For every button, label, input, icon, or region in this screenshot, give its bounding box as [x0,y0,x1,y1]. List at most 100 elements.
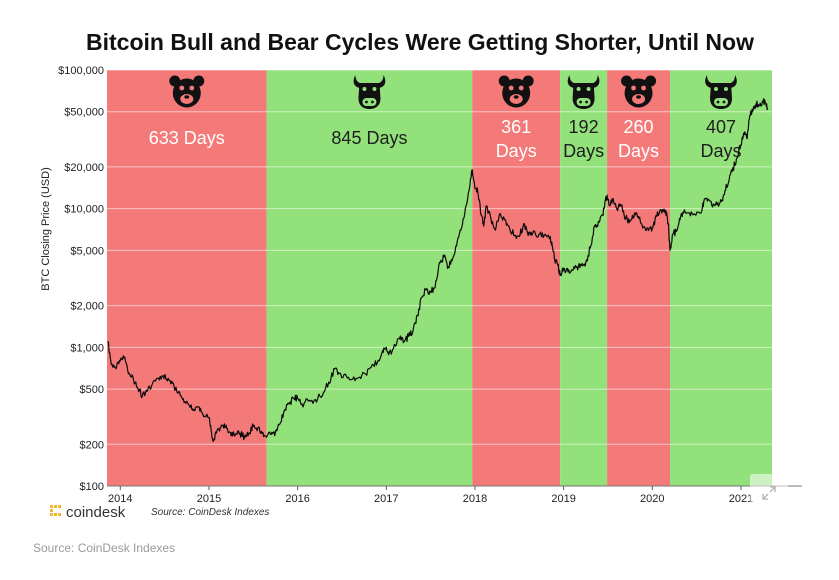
bull-nostril [371,100,374,104]
price-point [499,213,501,215]
bull-period-band [670,70,772,486]
price-point [736,158,738,160]
price-point [328,381,330,383]
price-point [606,194,608,196]
price-point [672,234,674,236]
bear-eye [631,85,636,91]
bull-nostril [579,100,582,104]
price-point [465,205,467,207]
price-point [235,434,237,436]
price-point [538,234,540,236]
price-point [257,427,259,429]
chart-title: Bitcoin Bull and Bear Cycles Were Gettin… [86,29,754,55]
price-line [107,98,769,442]
price-point [430,291,432,293]
price-point [171,380,173,382]
price-point [527,235,529,237]
price-point [261,432,263,434]
period-duration-label: 192 [569,117,599,137]
price-point [141,394,143,396]
price-point [283,410,285,412]
price-point [580,264,582,266]
price-point [447,266,449,268]
price-point [352,378,354,380]
price-point [764,100,766,102]
coindesk-logo-icon [50,505,61,516]
price-point [248,432,250,434]
price-point [667,223,669,225]
price-point [724,190,726,192]
price-point [407,335,409,337]
price-point [743,132,745,134]
price-point [471,169,473,171]
price-point [731,171,733,173]
price-point [212,440,214,442]
price-point [598,221,600,223]
bear-period-band [472,70,561,486]
x-tick-label: 2020 [640,493,664,505]
period-duration-label: 260 [624,117,654,137]
price-point [477,190,479,192]
price-point [392,348,394,350]
price-point [197,406,199,408]
bull-nostril [716,100,720,104]
price-point [202,413,204,415]
price-point [616,208,618,210]
price-point [412,331,414,333]
bear-muzzle [632,94,646,104]
price-point [629,220,631,222]
price-point [128,372,130,374]
x-tick-label: 2018 [463,493,487,505]
price-point [452,257,454,259]
period-duration-label: 361 [501,117,531,137]
chart-card: Bitcoin Bull and Bear Cycles Were Gettin… [34,22,806,528]
period-duration-label: Days [618,141,659,161]
price-point [638,217,640,219]
price-point [490,217,492,219]
price-point [124,356,126,358]
price-point [554,258,556,260]
expand-button[interactable] [750,474,788,512]
bear-period-band [607,70,671,486]
price-point [762,101,764,103]
price-point [119,360,121,362]
price-point [382,349,384,351]
period-duration-label: 845 Days [331,128,407,148]
price-point [215,432,217,434]
price-point [611,198,613,200]
price-point [222,425,224,427]
price-point [385,346,387,348]
price-point [642,226,644,228]
bear-eye [518,85,524,91]
price-point [707,198,709,200]
price-point [292,397,294,399]
price-point [508,225,510,227]
price-point [480,214,482,216]
price-point [758,105,760,107]
price-point [421,296,423,298]
price-point [585,261,587,263]
bull-icon [353,75,386,109]
price-point [518,235,520,237]
chart-svg: Bitcoin Bull and Bear Cycles Were Gettin… [40,29,802,521]
bull-muzzle [714,98,729,106]
bear-muzzle [180,94,194,104]
bear-period-band [107,70,267,486]
price-point [576,266,578,268]
price-point [208,417,210,419]
page-source-caption: Source: CoinDesk Indexes [33,541,176,555]
price-point [749,114,751,116]
price-point [165,378,167,380]
price-point [572,269,573,271]
period-duration-label: Days [701,141,742,161]
bull-eye [714,87,719,91]
brand-name: coindesk [66,504,126,521]
price-point [746,138,748,140]
price-point [243,436,245,438]
bear-icon [169,75,205,108]
price-point [559,274,561,276]
price-point [425,289,427,291]
y-axis-label: BTC Closing Price (USD) [40,167,52,290]
price-point [716,204,718,206]
price-point [388,353,390,355]
